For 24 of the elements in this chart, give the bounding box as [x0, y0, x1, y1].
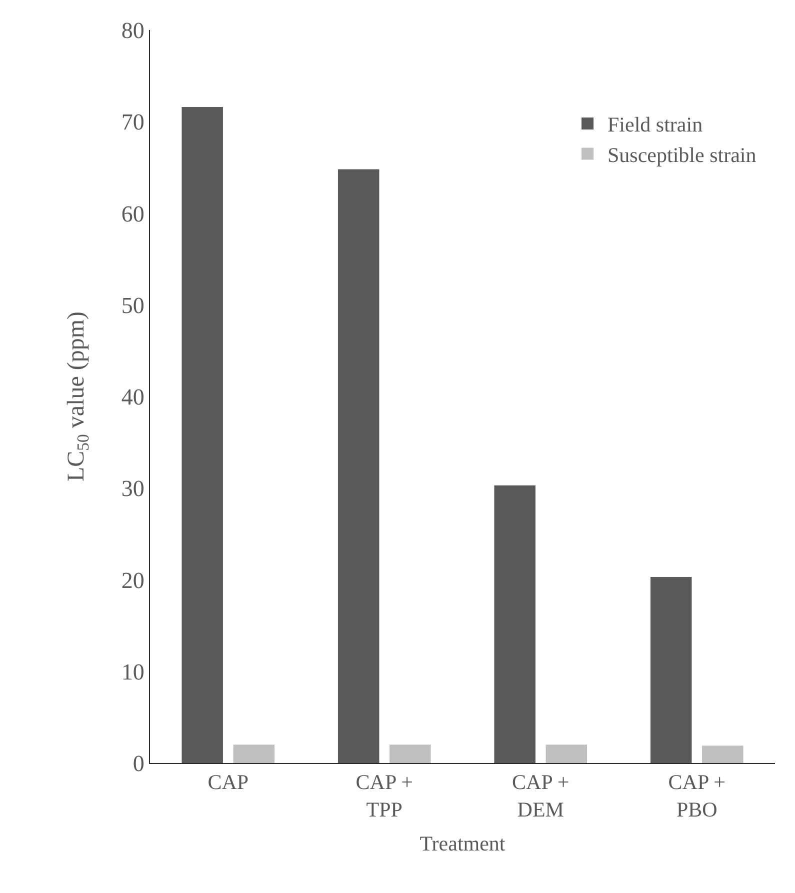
x-tick-label: CAP + PBO	[668, 770, 726, 822]
bar	[182, 106, 223, 763]
y-tick-label: 20	[121, 568, 144, 593]
y-tick-label: 10	[121, 659, 144, 684]
bar	[650, 577, 692, 763]
bar	[702, 746, 744, 763]
x-tick-label: CAP + DEM	[512, 770, 570, 822]
legend-label: Field strain	[608, 112, 704, 137]
y-tick-label: 60	[121, 201, 144, 226]
legend-label: Susceptible strain	[608, 142, 757, 167]
bar	[338, 169, 380, 763]
y-tick-label: 40	[121, 384, 144, 410]
y-tick-label: 50	[121, 292, 144, 318]
bar	[390, 744, 431, 763]
y-tick-label: 80	[121, 18, 144, 44]
y-tick-label: 70	[121, 110, 144, 135]
x-tick-label: CAP + TPP	[356, 770, 413, 822]
y-tick-label: 0	[132, 751, 144, 776]
y-tick-label: 30	[121, 476, 144, 502]
bar	[546, 744, 588, 763]
x-tick-label: CAP	[208, 770, 249, 794]
bar	[233, 744, 275, 763]
bar	[494, 485, 536, 763]
x-axis-title: Treatment	[420, 832, 506, 856]
